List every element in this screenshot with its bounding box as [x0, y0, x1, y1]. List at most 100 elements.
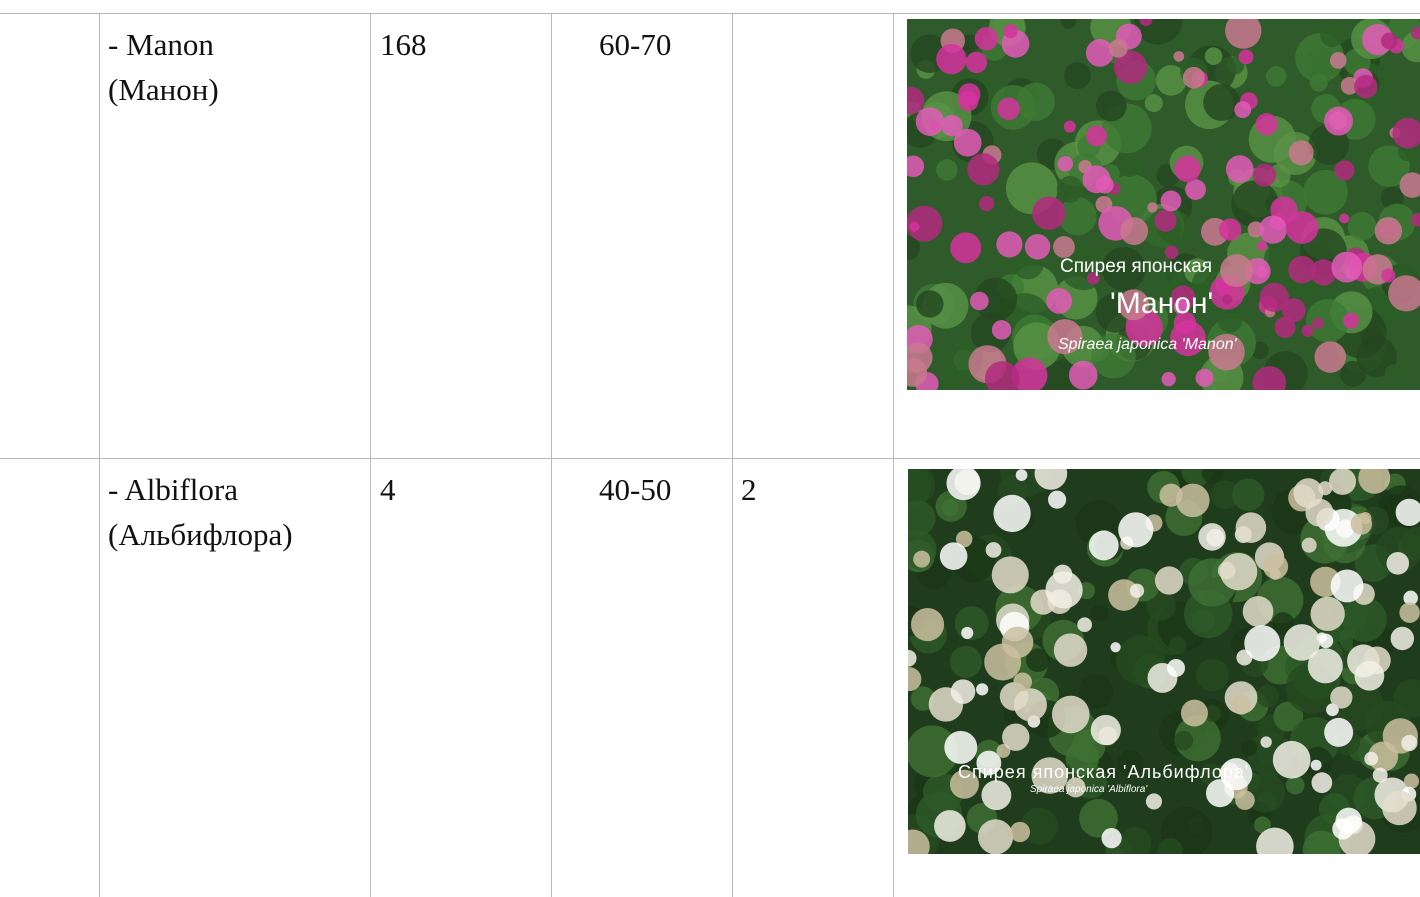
photo-texture: [991, 320, 1012, 340]
photo-texture: [907, 86, 925, 115]
photo-texture: [1301, 324, 1314, 337]
photo-texture: [1340, 76, 1359, 95]
photo-texture: [1273, 701, 1304, 732]
photo-texture: [1339, 213, 1350, 224]
photo-texture: [1085, 39, 1114, 67]
photo-texture: [1145, 793, 1163, 810]
column-border: [99, 13, 100, 897]
photo-texture: [1167, 658, 1186, 677]
photo-texture: [1180, 699, 1208, 727]
photo-texture: [1256, 827, 1294, 854]
photo-texture: [1384, 364, 1403, 383]
photo-texture: [1390, 626, 1415, 651]
photo-texture: [1146, 590, 1177, 621]
photo-texture: [1118, 512, 1154, 548]
plant-photo: Спирея японская 'Манон' Spiraea japonica…: [907, 19, 1420, 390]
photo-texture: [1164, 245, 1179, 260]
photo-texture: [970, 291, 989, 311]
photo-texture: [1117, 749, 1144, 777]
photo-texture: [1079, 673, 1114, 709]
photo-texture: [1244, 625, 1281, 662]
photo-texture: [1232, 478, 1265, 511]
photo-texture: [984, 361, 1020, 390]
photo-texture: [939, 542, 968, 570]
photo-texture: [1238, 49, 1254, 65]
photo-texture: [1173, 299, 1189, 315]
row-border: [0, 13, 1420, 14]
photo-texture: [953, 128, 982, 157]
photo-texture: [1242, 596, 1274, 627]
photo-texture: [1139, 19, 1153, 27]
photo-texture: [1329, 469, 1357, 495]
photo-texture: [1155, 65, 1187, 96]
photo-texture: [1191, 608, 1215, 632]
photo-texture: [974, 27, 999, 51]
photo-texture: [1157, 838, 1183, 854]
photo-texture: [908, 649, 917, 667]
photo-texture: [1013, 672, 1033, 692]
photo-texture: [1160, 190, 1182, 212]
photo-texture: [907, 155, 925, 178]
photo-texture: [1386, 552, 1410, 575]
extra: 2: [741, 472, 757, 507]
photo-texture: [1063, 120, 1076, 133]
photo-texture: [1204, 47, 1223, 66]
photo-texture: [1410, 26, 1420, 40]
photo-texture: [1159, 483, 1183, 507]
photo-texture: [1110, 642, 1121, 653]
photo-texture: [908, 667, 922, 692]
photo-texture: [1090, 714, 1121, 746]
photo-texture: [1173, 51, 1185, 62]
photo-texture: [1324, 717, 1354, 747]
photo-texture: [1314, 341, 1347, 373]
photo-texture: [1064, 62, 1091, 89]
photo-texture: [907, 205, 943, 242]
photo-texture: [1024, 234, 1051, 260]
photo-texture: [967, 153, 1000, 186]
photo-texture: [1310, 759, 1322, 771]
photo-texture: [1310, 259, 1337, 286]
photo-texture: [1354, 660, 1385, 691]
photo-texture: [1281, 298, 1306, 323]
photo-texture: [1254, 816, 1271, 834]
photo-texture: [965, 51, 988, 74]
photo-texture: [1154, 263, 1185, 294]
photo-texture: [1372, 767, 1388, 783]
photo-texture: [1318, 481, 1333, 496]
photo-texture: [915, 107, 945, 136]
photo-texture: [1320, 22, 1345, 47]
photo-texture: [1154, 209, 1177, 232]
variety-name: (Альбифлора): [108, 517, 293, 552]
photo-texture: [1034, 469, 1068, 490]
photo-texture: [1241, 739, 1258, 756]
photo-texture: [1347, 211, 1377, 241]
photo-texture: [1204, 705, 1221, 722]
photo-texture: [1086, 125, 1108, 147]
photo-texture: [1411, 213, 1420, 227]
photo-texture: [1009, 821, 1031, 843]
photo-texture: [1170, 320, 1206, 357]
photo-texture: [1065, 741, 1100, 775]
photo-texture: [1252, 366, 1287, 390]
photo-texture: [981, 780, 1012, 811]
photo-texture: [1185, 179, 1206, 200]
photo-texture: [1182, 66, 1205, 89]
photo-texture: [946, 469, 981, 501]
photo-texture: [1016, 82, 1055, 121]
photo-texture: [944, 730, 978, 764]
photo-texture: [1020, 807, 1058, 845]
height: 60-70: [599, 27, 672, 62]
photo-texture: [991, 556, 1029, 594]
photo-texture: [1285, 775, 1305, 795]
photo-texture: [1395, 498, 1420, 526]
photo-texture: [1013, 688, 1047, 722]
photo-texture: [1109, 39, 1128, 58]
photo-texture: [934, 376, 959, 390]
photo-texture: [1051, 695, 1090, 734]
photo-texture: [1256, 684, 1279, 708]
photo-texture: [1119, 826, 1152, 854]
photo-texture: [1226, 56, 1245, 75]
photo-texture: [1079, 798, 1118, 838]
photo-texture: [1235, 512, 1267, 543]
